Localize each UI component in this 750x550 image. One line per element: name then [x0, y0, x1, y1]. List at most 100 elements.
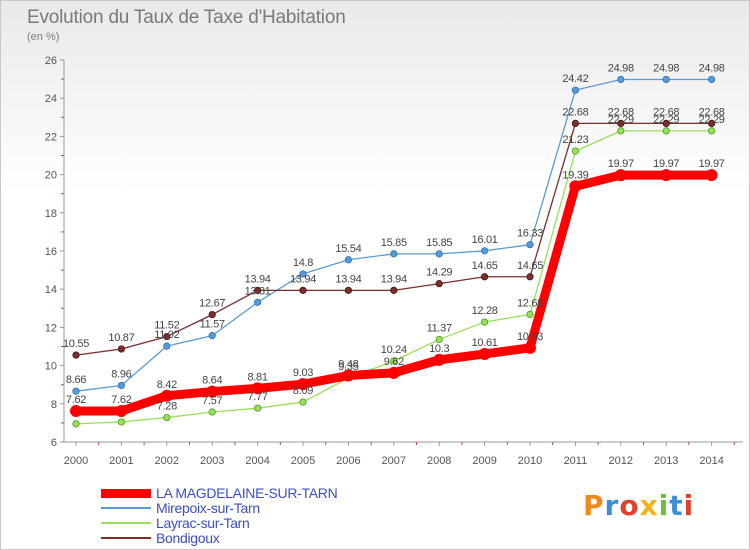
- series-point-3: [254, 286, 262, 294]
- x-tick-label: 2013: [654, 455, 678, 467]
- data-label: 15.85: [426, 237, 452, 249]
- x-tick-label: 2012: [609, 455, 633, 467]
- y-tick-label: 16: [45, 246, 57, 258]
- data-label: 14.29: [426, 267, 452, 279]
- data-label: 7.28: [157, 401, 177, 413]
- data-label: 24.98: [699, 62, 725, 74]
- x-tick-label: 2010: [518, 455, 542, 467]
- data-label: 10.3: [429, 343, 449, 355]
- data-label: 22.68: [653, 106, 679, 118]
- data-label: 8.64: [202, 375, 222, 387]
- y-tick-label: 20: [45, 170, 57, 182]
- y-tick-label: 12: [45, 322, 57, 334]
- series-point-1: [480, 247, 489, 255]
- series-point-0: [660, 169, 673, 182]
- data-label: 9.62: [384, 356, 404, 368]
- y-tick-label: 14: [45, 284, 57, 296]
- series-point-3: [435, 280, 443, 288]
- data-label: 12.68: [517, 297, 543, 309]
- data-label: 22.29: [653, 114, 679, 126]
- series-point-3: [662, 119, 670, 128]
- data-label: 13.94: [335, 273, 361, 285]
- x-tick-label: 2008: [427, 455, 451, 467]
- x-tick-label: 2000: [64, 455, 88, 467]
- legend-swatch: [101, 522, 151, 524]
- series-point-3: [344, 286, 352, 294]
- y-tick-label: 26: [45, 55, 57, 67]
- series-point-1: [254, 298, 262, 306]
- series-point-0: [524, 341, 536, 354]
- data-label: 13.94: [290, 273, 316, 285]
- series-point-1: [163, 342, 171, 350]
- y-tick-label: 8: [51, 399, 57, 411]
- legend-swatch: [101, 507, 151, 509]
- x-tick-label: 2004: [245, 455, 269, 467]
- series-point-2: [617, 127, 625, 135]
- data-label: 10.93: [517, 331, 543, 343]
- series-point-2: [571, 147, 580, 155]
- legend-swatch: [101, 488, 151, 498]
- series-point-2: [208, 408, 216, 416]
- series-point-2: [117, 418, 126, 426]
- series-point-0: [433, 353, 446, 366]
- y-tick-label: 22: [45, 131, 57, 143]
- data-label: 10.61: [472, 337, 498, 349]
- data-label: 13.94: [381, 273, 407, 285]
- series-point-2: [299, 398, 307, 406]
- series-point-2: [163, 413, 171, 422]
- series-point-0: [251, 382, 264, 395]
- data-label: 19.97: [699, 158, 725, 170]
- x-tick-label: 2011: [564, 455, 588, 467]
- legend-swatch: [101, 537, 151, 539]
- x-tick-label: 2001: [109, 455, 133, 467]
- y-tick-label: 18: [45, 208, 57, 220]
- y-tick-label: 6: [51, 437, 57, 449]
- proxiti-logo: Proxiti: [583, 489, 695, 522]
- data-label: 16.01: [472, 234, 498, 246]
- y-tick-label: 10: [45, 361, 57, 373]
- series-point-1: [435, 250, 443, 258]
- series-point-3: [480, 273, 489, 281]
- data-label: 12.28: [472, 305, 498, 317]
- legend-label: Bondigoux: [156, 530, 220, 546]
- series-point-1: [208, 332, 216, 340]
- series-point-3: [390, 286, 398, 294]
- legend-label: Layrac-sur-Tarn: [156, 515, 250, 531]
- x-tick-label: 2014: [699, 455, 723, 467]
- legend-label: LA MAGDELAINE-SUR-TARN: [156, 485, 338, 501]
- series-point-3: [299, 286, 307, 294]
- data-label: 16.33: [517, 228, 543, 240]
- series-point-0: [160, 389, 173, 402]
- data-label: 8.09: [293, 385, 313, 397]
- series-point-3: [208, 311, 216, 319]
- data-label: 22.68: [699, 106, 725, 118]
- y-unit-label: (en %): [27, 31, 60, 43]
- series-point-1: [662, 75, 670, 84]
- series-point-1: [117, 381, 126, 390]
- series-point-3: [117, 345, 126, 353]
- data-label: 19.97: [653, 158, 679, 170]
- series-point-0: [115, 405, 128, 418]
- series-point-2: [707, 127, 716, 135]
- data-label: 19.97: [608, 158, 634, 170]
- series-point-0: [705, 169, 718, 182]
- series-point-2: [72, 420, 80, 428]
- chart-title: Evolution du Taux de Taxe d'Habitation: [27, 7, 346, 28]
- x-tick-label: 2003: [200, 455, 224, 467]
- data-label: 24.98: [653, 62, 679, 74]
- data-label: 19.39: [562, 169, 588, 181]
- x-tick-label: 2007: [382, 455, 406, 467]
- data-label: 8.66: [66, 374, 86, 386]
- data-label: 22.29: [699, 114, 725, 126]
- data-label: 8.81: [247, 371, 267, 383]
- data-label: 7.62: [66, 394, 86, 406]
- series-point-3: [617, 119, 625, 128]
- series-point-2: [662, 127, 670, 135]
- series-point-3: [163, 332, 171, 341]
- data-label: 24.42: [562, 73, 588, 85]
- series-point-3: [707, 119, 716, 128]
- data-label: 8.96: [111, 368, 131, 380]
- data-label: 14.65: [517, 260, 543, 272]
